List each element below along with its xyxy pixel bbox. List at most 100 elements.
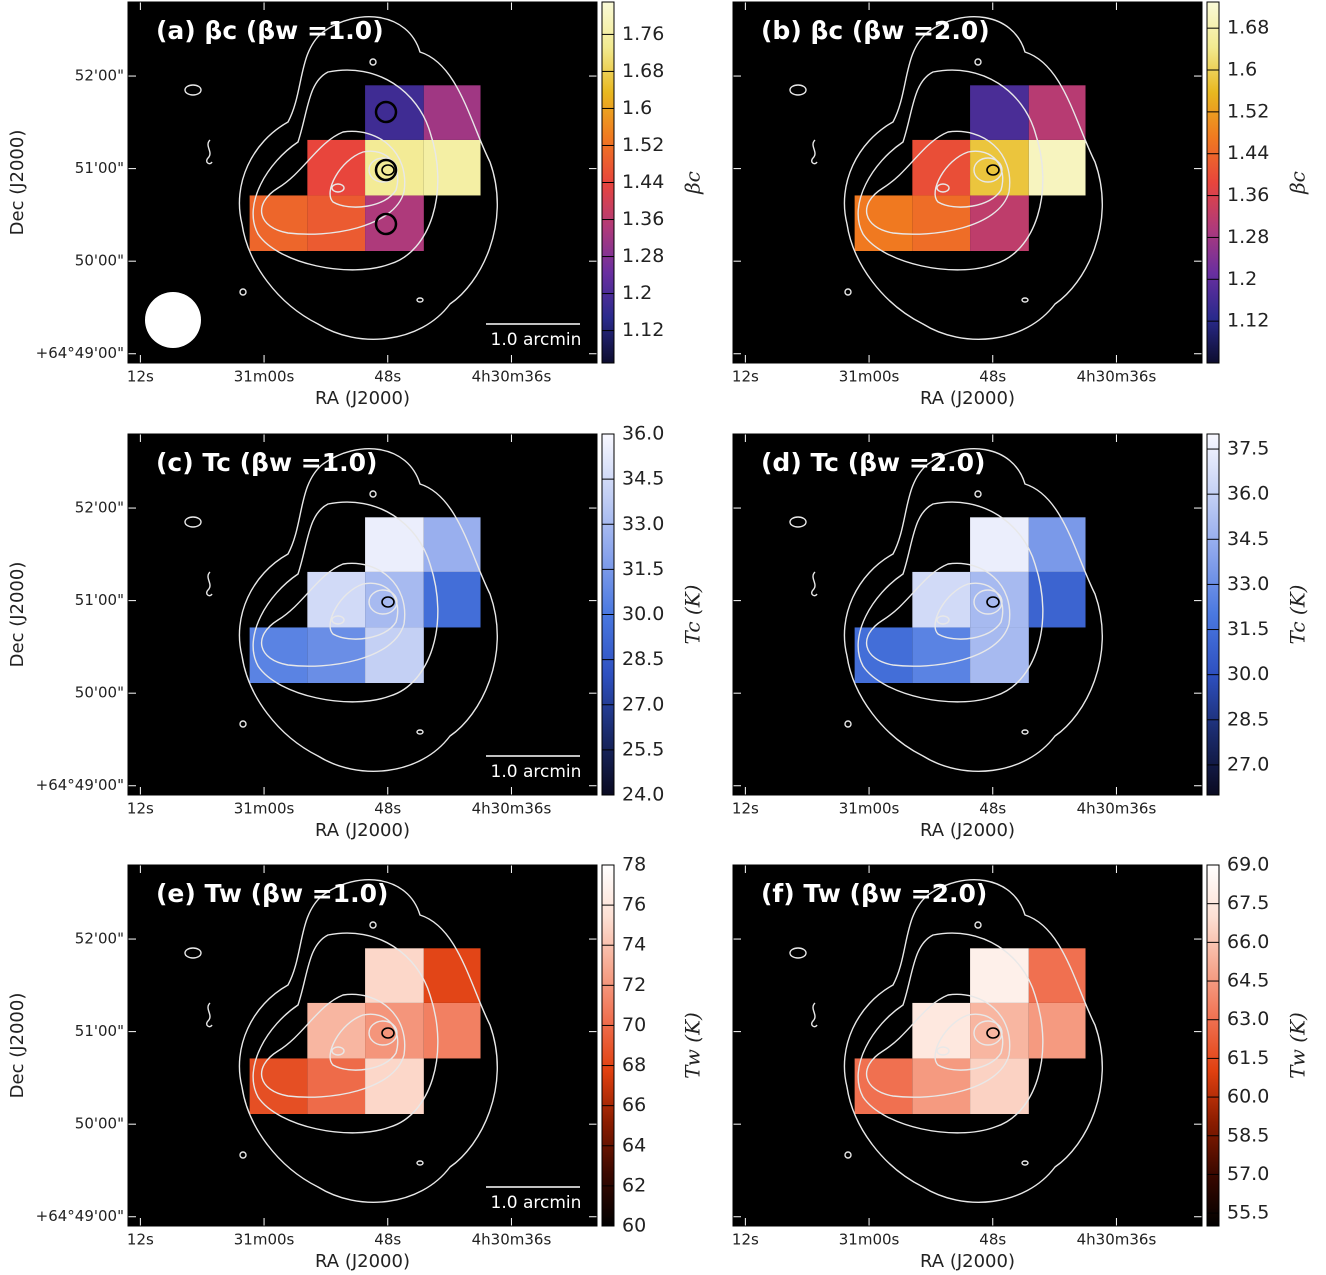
pixel bbox=[307, 1058, 366, 1114]
pixel bbox=[423, 948, 481, 1003]
panel-title: (a) βc (βw =1.0) bbox=[156, 16, 384, 45]
colorbar-tick-label: 1.44 bbox=[622, 171, 664, 193]
pixel bbox=[365, 85, 424, 140]
pixel bbox=[365, 948, 424, 1003]
colorbar-tick-label: 31.5 bbox=[622, 558, 664, 580]
x-tick-label: 12s bbox=[732, 368, 759, 386]
colorbar-tick-label: 68 bbox=[622, 1054, 646, 1076]
colorbar-tick-label: 24.0 bbox=[622, 784, 664, 806]
colorbar-tick-label: 25.5 bbox=[622, 738, 664, 760]
x-tick-label: 48s bbox=[979, 800, 1006, 818]
y-tick-label: +64°49'00" bbox=[36, 1207, 124, 1225]
x-axis-label: RA (J2000) bbox=[920, 1251, 1015, 1272]
x-tick-label: 4h30m36s bbox=[472, 1231, 552, 1249]
pixel bbox=[912, 195, 971, 251]
pixel bbox=[249, 627, 308, 683]
y-axis-label: Dec (J2000) bbox=[7, 993, 28, 1099]
x-tick-label: 48s bbox=[979, 1231, 1006, 1249]
colorbar-tick-label: 1.6 bbox=[1227, 59, 1257, 81]
colorbar-tick-label: 1.12 bbox=[1227, 310, 1269, 332]
colorbar-tick-label: 37.5 bbox=[1227, 438, 1269, 460]
pixel bbox=[423, 517, 481, 572]
pixel bbox=[423, 139, 481, 196]
pixel bbox=[365, 139, 424, 196]
colorbar-tick-label: 60.0 bbox=[1227, 1086, 1269, 1108]
x-tick-label: 48s bbox=[374, 800, 401, 818]
colorbar-tick-label: 58.5 bbox=[1227, 1124, 1269, 1146]
pixel bbox=[307, 627, 366, 683]
x-tick-label: 4h30m36s bbox=[1077, 368, 1157, 386]
pixel bbox=[912, 139, 971, 196]
colorbar-tick-label: 60 bbox=[622, 1215, 646, 1237]
pixel bbox=[854, 195, 913, 251]
colorbar-tick-label: 64 bbox=[622, 1134, 646, 1156]
pixel bbox=[365, 195, 424, 251]
colorbar-label: Tc (K) bbox=[1286, 585, 1310, 645]
beam bbox=[145, 292, 201, 348]
pixel bbox=[912, 1002, 971, 1059]
pixel bbox=[423, 1002, 481, 1059]
aperture bbox=[374, 212, 398, 236]
scale-bar-label: 1.0 arcmin bbox=[491, 330, 582, 350]
y-tick-label: +64°49'00" bbox=[36, 344, 124, 362]
pixel bbox=[970, 1002, 1029, 1059]
colorbar-tick-label: 1.36 bbox=[1227, 184, 1269, 206]
colorbar-tick-label: 78 bbox=[622, 854, 646, 876]
colorbar-tick-label: 36.0 bbox=[1227, 483, 1269, 505]
x-tick-label: 48s bbox=[374, 1231, 401, 1249]
panel-title: (f) Tw (βw =2.0) bbox=[761, 879, 987, 908]
pixel bbox=[970, 1058, 1029, 1114]
y-tick-label: 51'00" bbox=[75, 591, 124, 609]
colorbar-tick-label: 27.0 bbox=[1227, 753, 1269, 775]
colorbar-tick-label: 30.0 bbox=[1227, 663, 1269, 685]
pixel bbox=[365, 627, 424, 683]
y-tick-label: 51'00" bbox=[75, 1022, 124, 1040]
pixel bbox=[912, 1058, 971, 1114]
colorbar-label: Tw (K) bbox=[681, 1012, 705, 1079]
pixel bbox=[365, 1002, 424, 1059]
x-tick-label: 48s bbox=[374, 368, 401, 386]
x-tick-label: 4h30m36s bbox=[472, 368, 552, 386]
pixel bbox=[854, 627, 913, 683]
pixel bbox=[1028, 139, 1086, 196]
pixel bbox=[249, 1058, 308, 1114]
plot-frame bbox=[732, 433, 1203, 796]
colorbar-tick-label: 67.5 bbox=[1227, 892, 1269, 914]
y-tick-label: 52'00" bbox=[75, 499, 124, 517]
plot-frame bbox=[732, 1, 1203, 364]
pixel bbox=[912, 571, 971, 628]
panel-title: (e) Tw (βw =1.0) bbox=[156, 879, 388, 908]
x-tick-label: 12s bbox=[127, 368, 154, 386]
colorbar-tick-label: 62 bbox=[622, 1174, 646, 1196]
pixel bbox=[970, 195, 1029, 251]
x-tick-label: 12s bbox=[127, 1231, 154, 1249]
colorbar-tick-label: 36.0 bbox=[622, 423, 664, 445]
colorbar-tick-label: 28.5 bbox=[622, 648, 664, 670]
panel-title: (b) βc (βw =2.0) bbox=[761, 16, 990, 45]
pixel bbox=[970, 139, 1029, 196]
colorbar-label: βc bbox=[1286, 171, 1310, 195]
colorbar-tick-label: 33.0 bbox=[622, 513, 664, 535]
x-tick-label: 31m00s bbox=[234, 800, 295, 818]
y-tick-label: 50'00" bbox=[75, 1115, 124, 1133]
pixel bbox=[307, 1002, 366, 1059]
x-axis-label: RA (J2000) bbox=[920, 820, 1015, 841]
x-tick-label: 31m00s bbox=[839, 1231, 900, 1249]
colorbar-tick-label: 1.44 bbox=[1227, 142, 1269, 164]
plot-frame bbox=[732, 864, 1203, 1227]
x-tick-label: 4h30m36s bbox=[472, 800, 552, 818]
pixel bbox=[912, 627, 971, 683]
colorbar-tick-label: 61.5 bbox=[1227, 1047, 1269, 1069]
pixel bbox=[1028, 571, 1086, 628]
colorbar-tick-label: 57.0 bbox=[1227, 1163, 1269, 1185]
colorbar bbox=[1206, 433, 1220, 796]
pixel bbox=[1028, 1002, 1086, 1059]
y-tick-label: 50'00" bbox=[75, 252, 124, 270]
panel: (a) βc (βw =1.0) 1.0 arcmin 12s 31m00s 48s 4h… bbox=[7, 1, 705, 409]
plot-frame bbox=[127, 1, 598, 364]
x-tick-label: 31m00s bbox=[839, 800, 900, 818]
pixel bbox=[854, 1058, 913, 1114]
x-axis-label: RA (J2000) bbox=[315, 388, 410, 409]
pixel bbox=[1028, 517, 1086, 572]
colorbar-label: Tc (K) bbox=[681, 585, 705, 645]
